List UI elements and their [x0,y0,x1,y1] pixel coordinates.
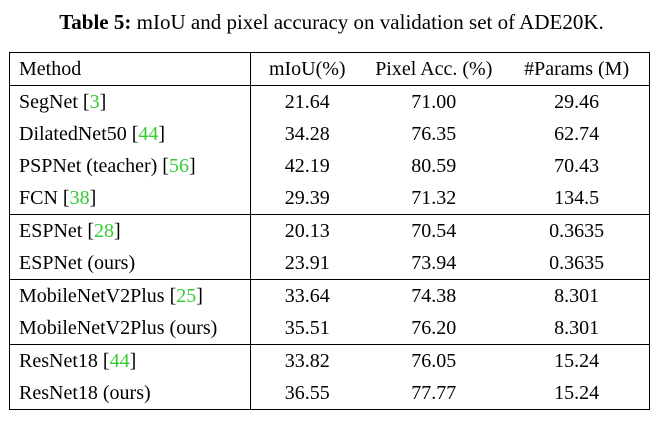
miou-cell: 42.19 [284,154,330,177]
pixel-acc-cell: 74.38 [363,279,505,312]
method-name: ESPNet [19,219,83,242]
pixel-acc-cell: 77.77 [411,381,457,404]
method-cell: ESPNet (ours) [9,247,252,280]
table-row: MobileNetV2Plus (ours) 35.51 76.20 8.301 [9,312,650,345]
method-cell: MobileNetV2Plus [25] [9,279,252,312]
params-cell: 8.301 [504,279,650,312]
params-cell: 62.74 [554,122,600,145]
method-cell: MobileNetV2Plus (ours) [9,312,252,345]
pixel-acc-cell: 80.59 [411,154,457,177]
method-name: ResNet18 [19,349,98,372]
params-cell: 70.43 [554,154,600,177]
method-cell: PSPNet (teacher) [56] [9,150,252,182]
method-name: SegNet [19,90,78,113]
miou-cell: 35.51 [284,316,330,339]
method-name: MobileNetV2Plus (ours) [19,316,218,339]
citation-link[interactable]: 44 [109,349,130,372]
header-pixel-acc: Pixel Acc. (%) [363,52,505,86]
table-caption: Table 5: mIoU and pixel accuracy on vali… [0,10,663,35]
method-name: PSPNet (teacher) [19,154,158,177]
pixel-acc-cell: 71.32 [411,186,457,209]
pixel-acc-cell: 76.35 [411,122,457,145]
miou-cell: 23.91 [284,251,330,274]
method-name: FCN [19,186,58,209]
table-row: ESPNet [28] 20.13 70.54 0.3635 [9,214,650,247]
citation-link[interactable]: 3 [89,90,100,113]
params-cell: 15.24 [504,344,650,377]
params-cell: 29.46 [554,90,600,113]
table-row: ESPNet (ours) 23.91 73.94 0.3635 [9,247,650,280]
pixel-acc-cell: 71.00 [411,90,457,113]
header-method: Method [9,52,252,86]
miou-cell: 20.13 [250,214,364,247]
citation-link[interactable]: 28 [94,219,115,242]
table-row: ResNet18 (ours) 36.55 77.77 15.24 [9,377,650,410]
miou-cell: 29.39 [284,186,330,209]
table-row: SegNet [3] 21.64 71.00 29.46 [9,85,650,118]
table-header-row: Method mIoU(%) Pixel Acc. (%) #Params (M… [9,52,650,86]
table-row: ResNet18 [44] 33.82 76.05 15.24 [9,344,650,377]
method-cell: ESPNet [28] [9,214,252,247]
miou-cell: 21.64 [284,90,330,113]
params-cell: 0.3635 [504,214,650,247]
table-row: DilatedNet50 [44] 34.28 76.35 62.74 [9,118,650,150]
method-cell: SegNet [3] [9,85,252,118]
pixel-acc-cell: 70.54 [363,214,505,247]
results-table: Method mIoU(%) Pixel Acc. (%) #Params (M… [9,52,650,410]
method-cell: FCN [38] [9,182,252,215]
table-row: PSPNet (teacher) [56] 42.19 80.59 70.43 [9,150,650,182]
miou-cell: 33.82 [250,344,364,377]
citation-link[interactable]: 44 [138,122,159,145]
params-cell: 15.24 [554,381,600,404]
table-row: FCN [38] 29.39 71.32 134.5 [9,182,650,215]
header-miou: mIoU(%) [250,52,364,86]
miou-cell: 36.55 [284,381,330,404]
method-cell: DilatedNet50 [44] [9,118,252,150]
citation-link[interactable]: 56 [168,154,189,177]
table-body: SegNet [3] 21.64 71.00 29.46 DilatedNet50 [4… [9,85,650,410]
pixel-acc-cell: 76.20 [411,316,457,339]
citation-link[interactable]: 25 [176,284,197,307]
params-cell: 0.3635 [549,251,605,274]
citation-link[interactable]: 38 [69,186,90,209]
miou-cell: 34.28 [284,122,330,145]
miou-cell: 33.64 [250,279,364,312]
params-cell: 134.5 [554,186,600,209]
pixel-acc-cell: 73.94 [411,251,457,274]
table-row: MobileNetV2Plus [25] 33.64 74.38 8.301 [9,279,650,312]
method-name: ResNet18 (ours) [19,381,151,404]
method-cell: ResNet18 [44] [9,344,252,377]
method-name: ESPNet (ours) [19,251,136,274]
caption-text: mIoU and pixel accuracy on validation se… [136,10,604,34]
header-params: #Params (M) [504,52,650,86]
method-name: DilatedNet50 [19,122,127,145]
method-name: MobileNetV2Plus [19,284,165,307]
pixel-acc-cell: 76.05 [363,344,505,377]
method-cell: ResNet18 (ours) [9,377,252,410]
caption-label: Table 5: [59,10,132,34]
params-cell: 8.301 [554,316,600,339]
